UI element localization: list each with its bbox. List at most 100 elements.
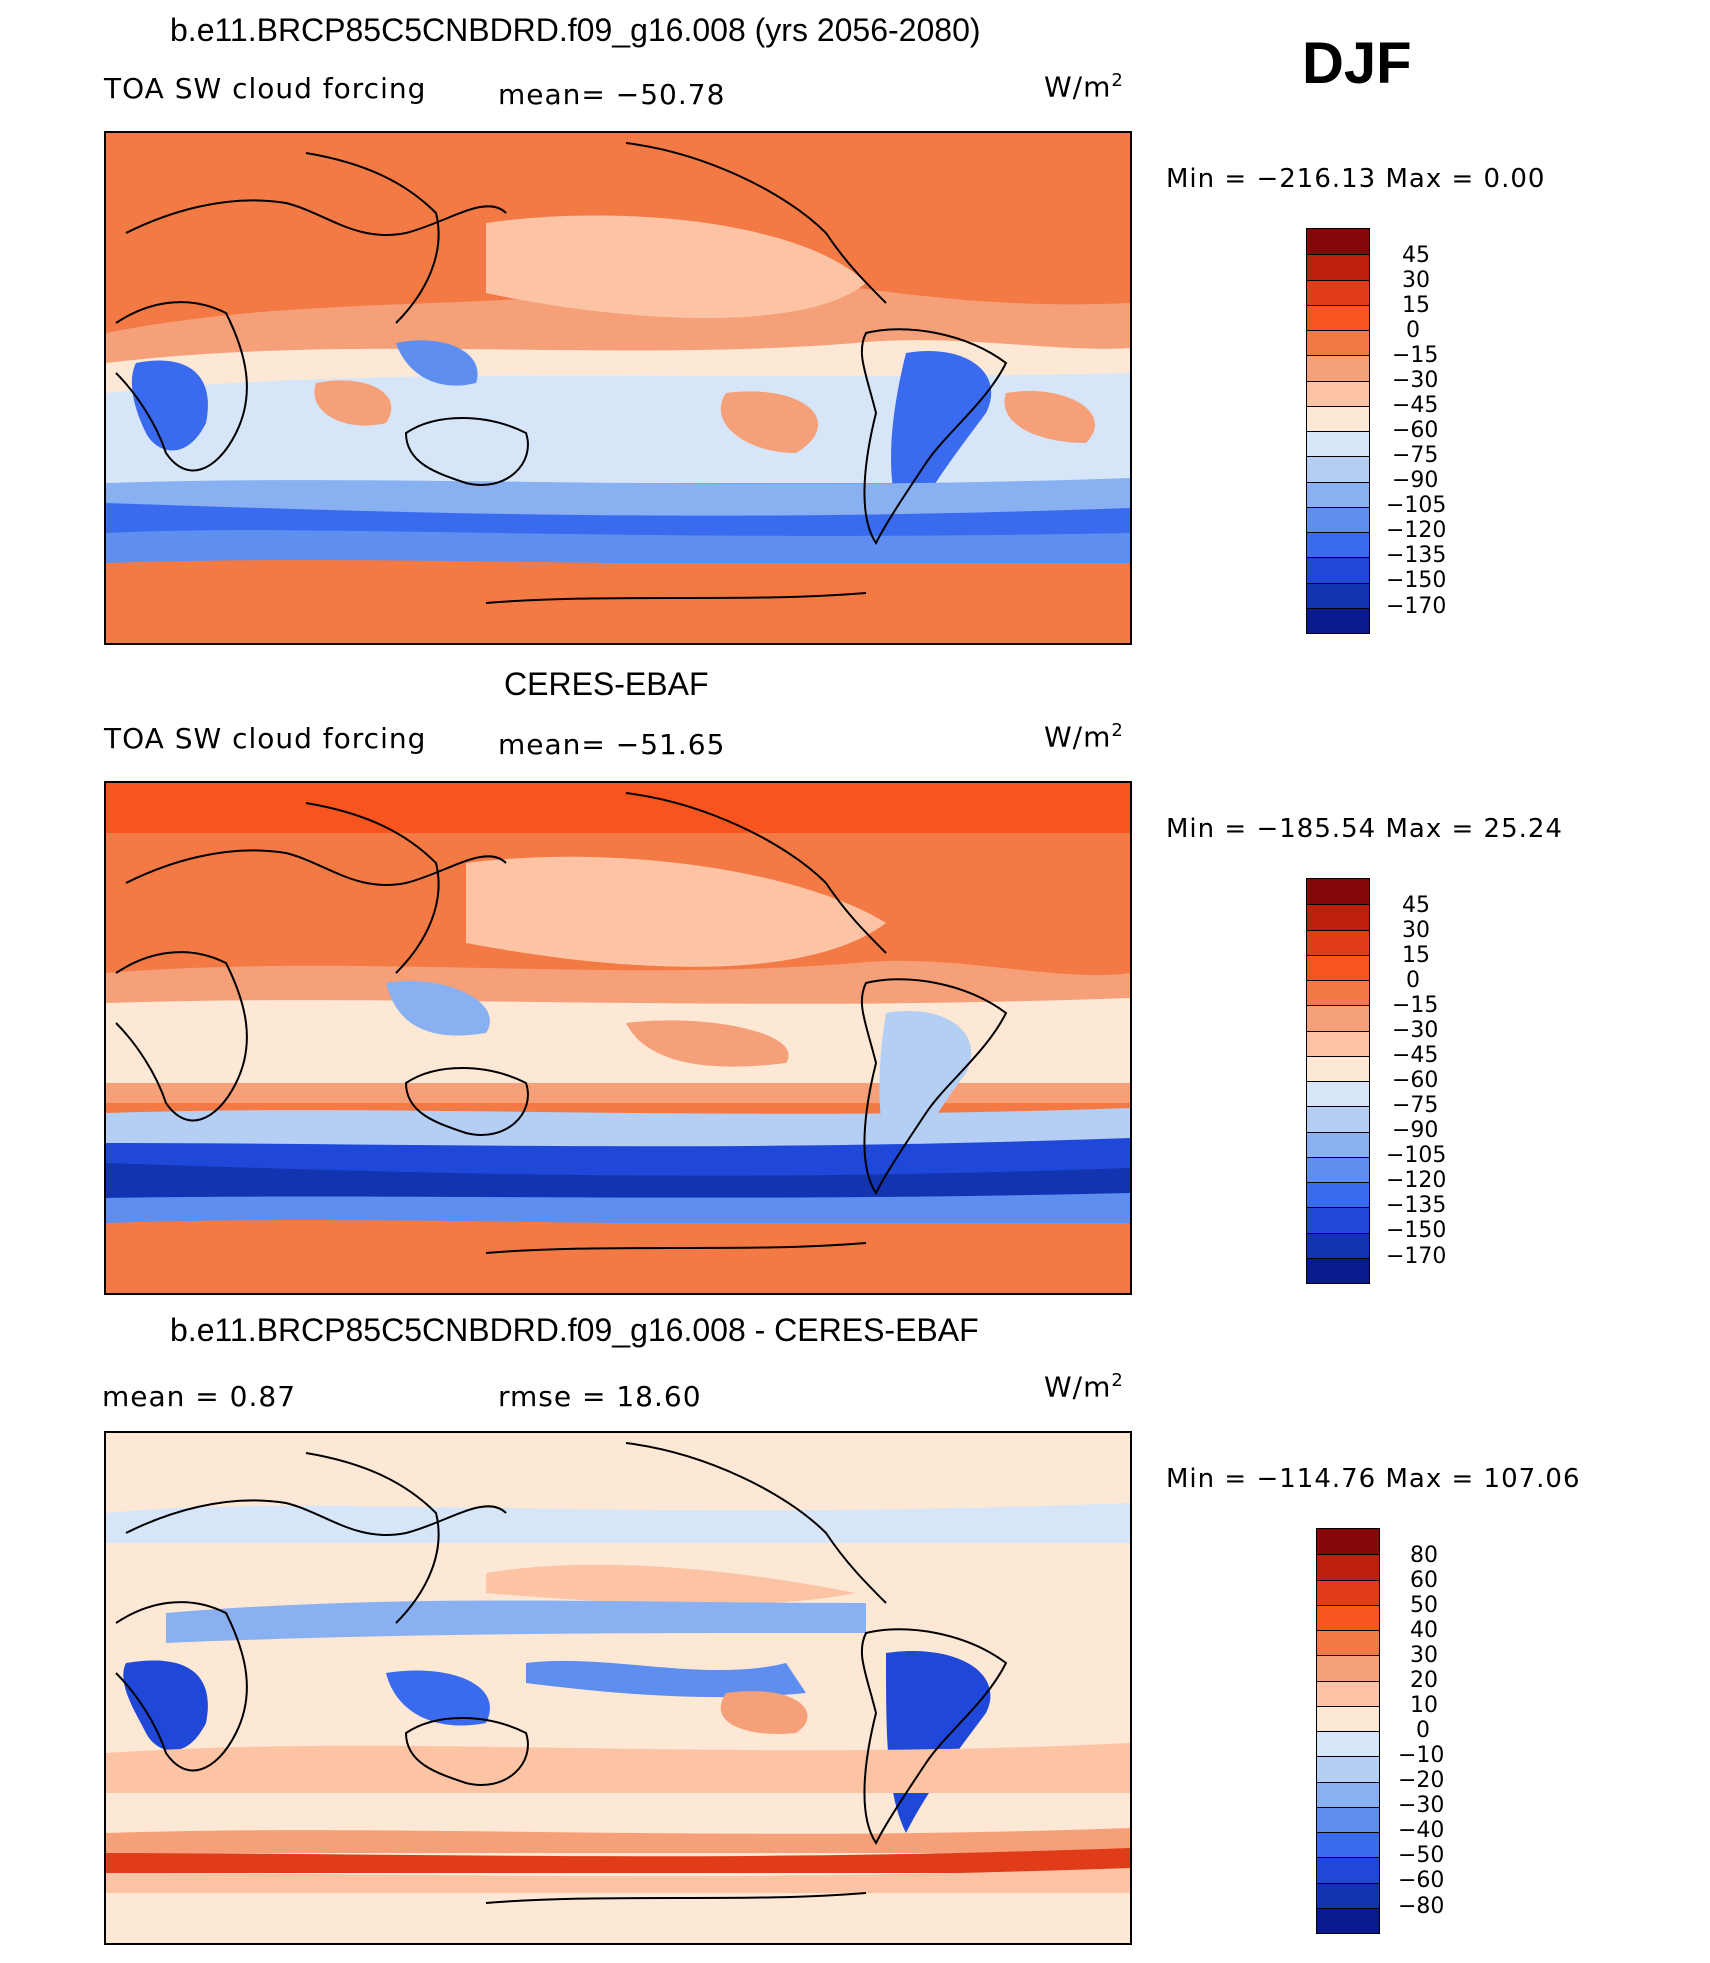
panel-1-units: W/m2 [1044,70,1124,104]
panel-1-colorbar-cell [1307,607,1369,633]
panel-1-colorbar-cell [1307,582,1369,608]
panel-3-colorbar-label: −40 [1398,1818,1445,1843]
panel-2-colorbar-label: −75 [1392,1093,1439,1118]
panel-3-mean-label: mean = 0.87 [102,1380,297,1413]
panel-1-colorbar-cell [1307,380,1369,406]
panel-2-units: W/m2 [1044,720,1124,754]
panel-2-colorbar-cell [1307,1257,1369,1283]
panel-3-rmse-label: rmse = 18.60 [498,1380,702,1413]
panel-2-left-label: TOA SW cloud forcing [104,722,427,755]
panel-2-colorbar-cell [1307,954,1369,980]
panel-2-colorbar-cell [1307,1182,1369,1208]
panel-3-map-field [106,1433,1130,1943]
panel-1-colorbar-label: −45 [1392,393,1439,418]
panel-3-colorbar-cell [1317,1857,1379,1883]
panel-2-minmax: Min = −185.54 Max = 25.24 [1166,814,1563,844]
panel-3-colorbar-label: 20 [1410,1668,1438,1693]
panel-1-colorbar-label: −105 [1386,493,1447,518]
panel-3-colorbar-cell [1317,1756,1379,1782]
panel-1-colorbar-label: −170 [1386,594,1447,619]
panel-3-colorbar-cell [1317,1882,1379,1908]
panel-3-colorbar-label: −30 [1398,1793,1445,1818]
panel-1-colorbar-cell [1307,229,1369,255]
panel-2-title: CERES-EBAF [504,666,709,702]
panel-2-colorbar-label: −120 [1386,1168,1447,1193]
panel-1-colorbar-cell [1307,456,1369,482]
panel-3-colorbar-label: −50 [1398,1843,1445,1868]
panel-3-colorbar-cell [1317,1907,1379,1933]
panel-2-colorbar-cell [1307,1156,1369,1182]
panel-2-colorbar-cell [1307,1055,1369,1081]
panel-1-colorbar-label: 0 [1406,318,1420,343]
panel-1-colorbar-label: −15 [1392,343,1439,368]
panel-1-colorbar [1306,228,1370,634]
panel-1-mean-label: mean= −50.78 [498,78,726,111]
panel-2-colorbar-cell [1307,1005,1369,1031]
panel-3-colorbar-label: 40 [1410,1618,1438,1643]
season-label: DJF [1302,31,1412,96]
panel-1-colorbar-cell [1307,304,1369,330]
panel-1-colorbar-label: −30 [1392,368,1439,393]
panel-2-map-field [106,783,1130,1293]
panel-3-colorbar-cell [1317,1529,1379,1555]
panel-3-colorbar-label: −10 [1398,1743,1445,1768]
panel-2-mean-label: mean= −51.65 [498,728,726,761]
panel-3-title: b.e11.BRCP85C5CNBDRD.f09_g16.008 - CERES… [170,1312,979,1348]
panel-3-colorbar-cell [1317,1680,1379,1706]
panel-2-colorbar-cell [1307,904,1369,930]
panel-1-colorbar-cell [1307,431,1369,457]
panel-1-colorbar-label: −150 [1386,568,1447,593]
panel-3-colorbar-cell [1317,1554,1379,1580]
panel-2-colorbar [1306,878,1370,1284]
panel-3-colorbar-label: −60 [1398,1868,1445,1893]
panel-2-colorbar-label: −150 [1386,1218,1447,1243]
panel-1-colorbar-cell [1307,557,1369,583]
panel-2-colorbar-cell [1307,1081,1369,1107]
panel-1-colorbar-label: 15 [1402,293,1430,318]
panel-3-colorbar [1316,1528,1380,1934]
panel-3-map [104,1431,1132,1945]
panel-2-colorbar-label: −90 [1392,1118,1439,1143]
panel-2-colorbar-cell [1307,1131,1369,1157]
panel-2-colorbar-cell [1307,1106,1369,1132]
panel-3-colorbar-cell [1317,1705,1379,1731]
panel-1-colorbar-cell [1307,405,1369,431]
panel-2-colorbar-label: 15 [1402,943,1430,968]
panel-3-colorbar-cell [1317,1781,1379,1807]
panel-1-colorbar-cell [1307,532,1369,558]
panel-3-colorbar-label: 50 [1410,1593,1438,1618]
panel-1-title: b.e11.BRCP85C5CNBDRD.f09_g16.008 (yrs 20… [170,12,981,48]
panel-3-minmax: Min = −114.76 Max = 107.06 [1166,1464,1581,1494]
panel-1-colorbar-label: −75 [1392,443,1439,468]
panel-1-left-label: TOA SW cloud forcing [104,72,427,105]
panel-2-colorbar-label: 0 [1406,968,1420,993]
panel-2-colorbar-cell [1307,929,1369,955]
panel-2-colorbar-cell [1307,980,1369,1006]
panel-1-colorbar-cell [1307,506,1369,532]
panel-2-colorbar-cell [1307,1207,1369,1233]
panel-2-colorbar-label: −15 [1392,993,1439,1018]
panel-2-colorbar-cell [1307,1232,1369,1258]
panel-2-map [104,781,1132,1295]
panel-3-colorbar-label: 60 [1410,1568,1438,1593]
panel-1-colorbar-cell [1307,279,1369,305]
panel-3-colorbar-cell [1317,1832,1379,1858]
panel-1-colorbar-label: −135 [1386,543,1447,568]
panel-3-colorbar-label: 0 [1416,1718,1430,1743]
panel-2-colorbar-label: −135 [1386,1193,1447,1218]
panel-3-colorbar-label: 80 [1410,1543,1438,1568]
panel-1-colorbar-label: 45 [1402,243,1430,268]
panel-1-colorbar-label: −120 [1386,518,1447,543]
panel-1-map [104,131,1132,645]
panel-2-colorbar-label: −45 [1392,1043,1439,1068]
panel-3-colorbar-cell [1317,1604,1379,1630]
panel-1-colorbar-label: 30 [1402,268,1430,293]
panel-1-minmax: Min = −216.13 Max = 0.00 [1166,164,1546,194]
panel-3-colorbar-cell [1317,1731,1379,1757]
panel-2-colorbar-cell [1307,1030,1369,1056]
panel-3-colorbar-cell [1317,1655,1379,1681]
panel-2-colorbar-label: −170 [1386,1244,1447,1269]
panel-1-colorbar-cell [1307,355,1369,381]
panel-2-colorbar-label: −30 [1392,1018,1439,1043]
panel-2-colorbar-cell [1307,879,1369,905]
